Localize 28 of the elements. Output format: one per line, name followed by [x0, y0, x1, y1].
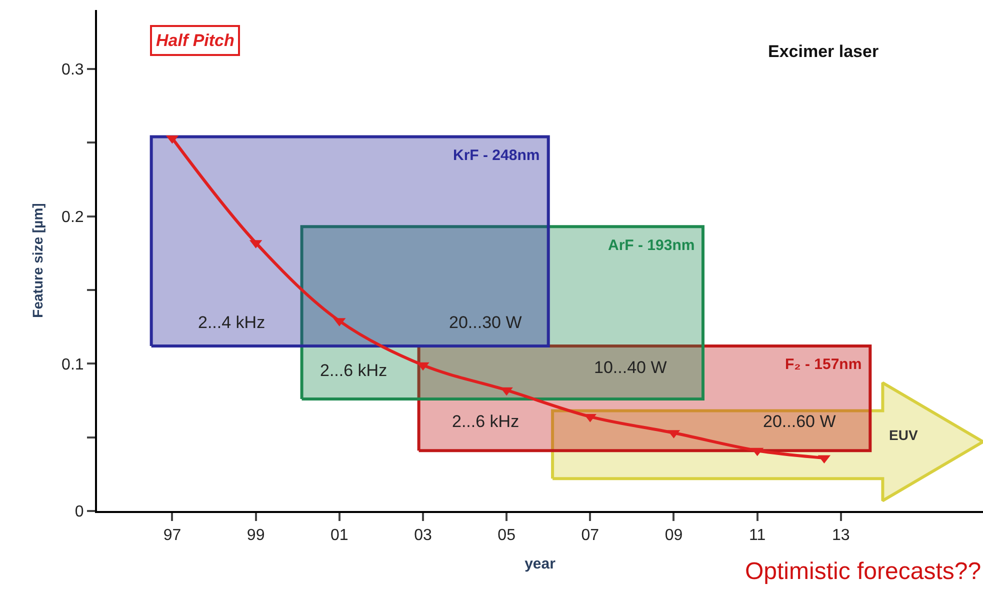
annotation: 2...6 kHz	[452, 412, 520, 431]
x-tick-label: 11	[749, 527, 766, 544]
x-tick-label: 97	[163, 527, 182, 544]
y-tick-label: 0	[74, 504, 84, 521]
annotation: 10...40 W	[594, 358, 667, 377]
x-tick-label: 13	[832, 527, 850, 544]
annotation: 20...30 W	[449, 313, 522, 332]
x-tick-label: 99	[246, 527, 265, 544]
series-label: KrF - 248nm	[453, 147, 540, 164]
series-label: F₂ - 157nm	[785, 356, 862, 373]
y-tick-label: 0.2	[62, 208, 84, 226]
x-tick-label: 01	[330, 527, 348, 544]
x-axis-title: year	[524, 556, 556, 573]
annotation: 2...4 kHz	[198, 313, 266, 332]
text: Optimistic forecasts??	[745, 558, 982, 585]
y-axis-title: Feature size [µm]	[30, 203, 46, 318]
y-tick-label: 0.1	[62, 356, 84, 374]
annotation: Excimer laser	[768, 42, 879, 61]
x-tick-label: 07	[581, 527, 600, 544]
x-tick-label: 09	[664, 527, 683, 544]
series-label: EUV	[889, 427, 918, 443]
x-tick-label: 05	[498, 527, 516, 544]
y-tick-label: 0.3	[62, 62, 84, 79]
series-label: ArF - 193nm	[608, 237, 695, 254]
annotation: 2...6 kHz	[320, 361, 388, 380]
annotation: 20...60 W	[763, 412, 836, 431]
x-tick-label: 03	[414, 527, 432, 544]
text: Half Pitch	[156, 31, 234, 50]
